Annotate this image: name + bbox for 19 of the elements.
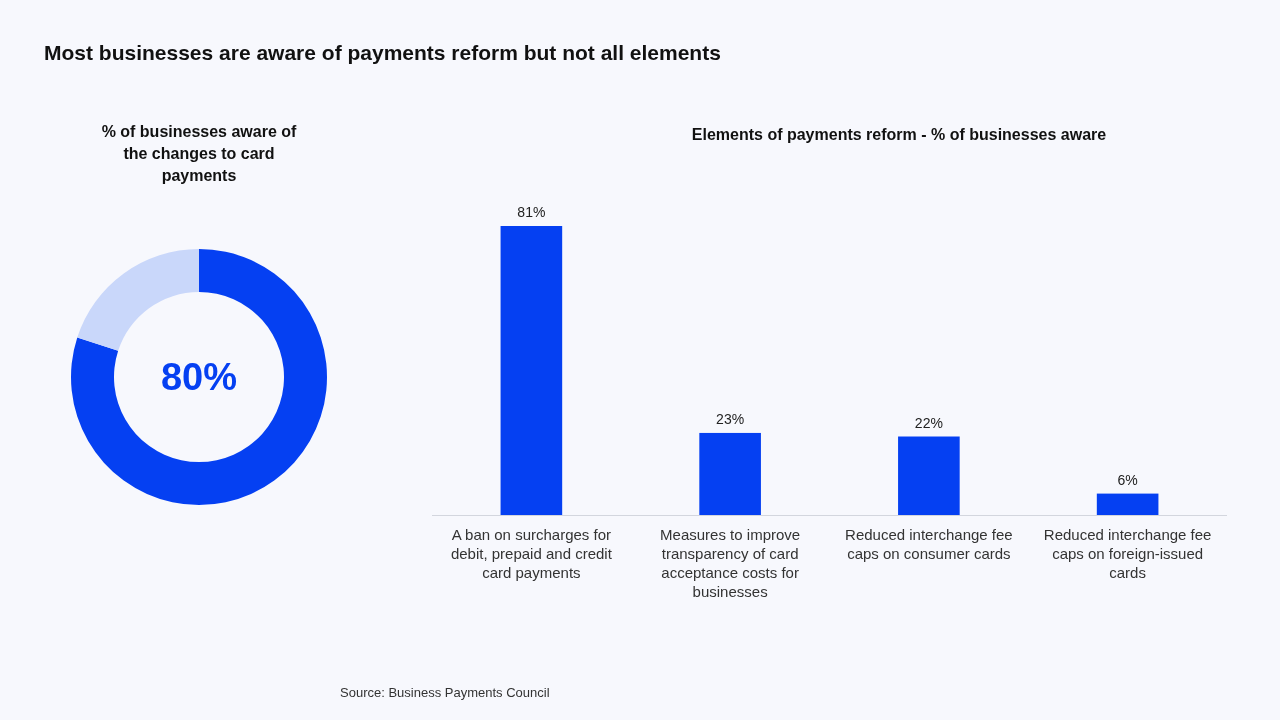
x-tick-label: Reduced interchange fee caps on foreign-issued cards <box>1043 526 1212 581</box>
chart-title: Elements of payments reform - % of businesses aware <box>691 126 1107 143</box>
data-label: 22% <box>914 414 943 431</box>
x-tick-label: Measures to improve transparency of card acceptance costs for businesses <box>660 526 801 600</box>
bar <box>699 432 761 515</box>
donut-slice <box>71 249 327 505</box>
source-note: Source: Business Payments Council <box>340 685 550 700</box>
x-tick-label: A ban on surcharges for debit, prepaid and credit card payments <box>450 526 613 581</box>
bar <box>898 436 960 515</box>
chart-subtitle: % of businesses aware of the changes to card payments <box>101 123 298 184</box>
bar <box>1096 493 1159 515</box>
data-label: 81% <box>517 204 546 220</box>
text: Most businesses are aware of payments reform but not all elements <box>44 41 721 64</box>
donut-slice <box>77 249 199 351</box>
text: 80% <box>160 356 238 398</box>
x-tick-label: Reduced interchange fee caps on consumer cards <box>845 526 1013 562</box>
bar <box>500 226 563 515</box>
data-label: 6% <box>1117 471 1138 488</box>
data-label: 23% <box>716 410 745 427</box>
